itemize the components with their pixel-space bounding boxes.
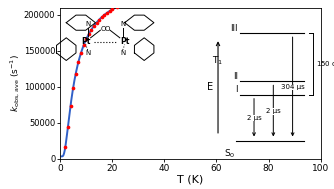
- Y-axis label: $k_{\rm obs,\,ave}$ (s$^{-1}$): $k_{\rm obs,\,ave}$ (s$^{-1}$): [9, 54, 22, 112]
- Text: 150 cm$^{-1}$: 150 cm$^{-1}$: [316, 58, 334, 70]
- Text: 2 μs: 2 μs: [266, 108, 281, 114]
- Point: [110, 8, 115, 11]
- Point: [81, 44, 86, 47]
- Point: [76, 61, 81, 64]
- Text: III: III: [230, 24, 238, 33]
- Point: [73, 72, 78, 75]
- Point: [104, 11, 110, 14]
- Point: [70, 86, 76, 89]
- X-axis label: T (K): T (K): [177, 174, 203, 184]
- Point: [65, 125, 70, 128]
- Text: E: E: [207, 82, 213, 92]
- Point: [130, 0, 136, 2]
- Point: [107, 9, 112, 12]
- Text: Pt: Pt: [120, 37, 129, 46]
- Text: S$_0$: S$_0$: [224, 147, 235, 160]
- Text: N: N: [85, 50, 90, 56]
- Point: [63, 145, 68, 148]
- Text: N: N: [85, 21, 90, 27]
- Point: [84, 38, 89, 41]
- Text: O: O: [105, 26, 110, 32]
- Point: [115, 5, 120, 8]
- Point: [120, 3, 125, 6]
- Text: II: II: [233, 72, 238, 81]
- Text: 304 μs: 304 μs: [281, 84, 305, 90]
- Point: [99, 16, 105, 19]
- Text: N: N: [120, 50, 125, 56]
- Text: Pt: Pt: [81, 37, 91, 46]
- Point: [102, 13, 107, 16]
- Text: I: I: [235, 85, 238, 94]
- Text: N: N: [120, 21, 125, 27]
- Point: [89, 28, 94, 31]
- Point: [94, 21, 99, 24]
- Text: O: O: [101, 26, 106, 32]
- Point: [91, 24, 97, 27]
- Point: [68, 104, 73, 107]
- Point: [78, 51, 84, 54]
- Point: [125, 1, 131, 4]
- Text: 2 μs: 2 μs: [246, 115, 262, 121]
- Point: [97, 18, 102, 21]
- Point: [86, 33, 92, 36]
- Text: T$_1$: T$_1$: [212, 55, 223, 67]
